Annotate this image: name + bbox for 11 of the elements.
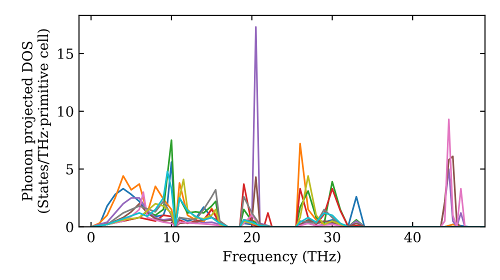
y-axis-title: Phonon projected DOS (States/THz·primitive cell) (22, 29, 51, 213)
x-axis-title: Frequency (THz) (223, 250, 340, 264)
x-tick-label: 10 (164, 232, 180, 242)
y-tick-label: 5 (66, 164, 74, 175)
x-tick-label: 0 (88, 232, 95, 242)
y-tick-label: 0 (66, 222, 74, 232)
y-tick-label: 10 (58, 106, 74, 117)
x-tick-label: 20 (244, 232, 260, 242)
x-tick-label: 40 (404, 232, 421, 242)
x-tick-label: 30 (324, 232, 340, 242)
y-tick-label: 15 (58, 48, 74, 59)
